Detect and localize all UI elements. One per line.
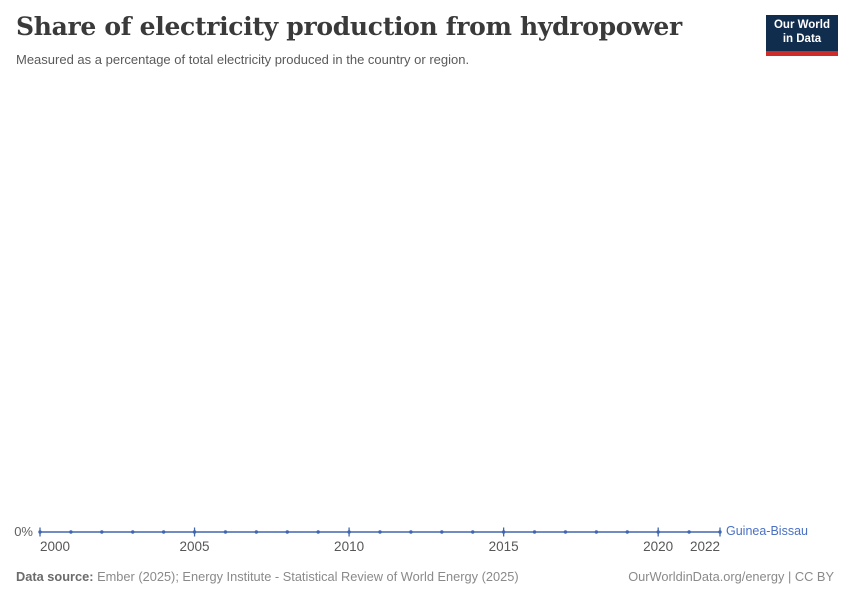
data-point-2020-0pct — [656, 530, 660, 534]
data-point-2003-0pct — [131, 530, 135, 534]
data-source-text: Ember (2025); Energy Institute - Statist… — [93, 569, 519, 584]
data-point-2010-0pct — [347, 530, 351, 534]
data-point-2004-0pct — [161, 530, 166, 534]
chart-subtitle: Measured as a percentage of total electr… — [16, 52, 470, 67]
data-source-label: Data source: — [16, 569, 94, 584]
owid-logo: Our World in Data — [766, 15, 838, 56]
data-point-2011-0pct — [378, 530, 382, 534]
data-point-2008-0pct — [285, 530, 289, 534]
x-tick-label-2010: 2010 — [334, 539, 365, 554]
x-tick-label-2022: 2022 — [689, 539, 720, 554]
data-point-2001-0pct — [69, 530, 73, 534]
owid-logo-box: Our World in Data — [766, 15, 838, 51]
data-point-2017-0pct — [563, 530, 568, 534]
x-tick-label-2005: 2005 — [179, 539, 210, 554]
data-point-2018-0pct — [594, 530, 599, 534]
x-tick-label-2000: 2000 — [40, 539, 71, 554]
data-source-note: Data source: Ember (2025); Energy Instit… — [16, 569, 519, 584]
data-point-2016-0pct — [532, 530, 537, 534]
y-axis-zero-label: 0% — [14, 524, 33, 539]
data-point-2021-0pct — [687, 530, 691, 534]
chart-title: Share of electricity production from hyd… — [16, 12, 682, 41]
data-point-2019-0pct — [625, 530, 629, 534]
data-point-2007-0pct — [254, 530, 259, 534]
x-tick-label-2020: 2020 — [643, 539, 674, 554]
data-point-2022-0pct — [718, 530, 722, 534]
data-point-2009-0pct — [316, 530, 320, 534]
owid-logo-line2: in Data — [782, 33, 822, 45]
data-point-2013-0pct — [440, 530, 444, 534]
license-note: OurWorldinData.org/energy | CC BY — [628, 569, 834, 584]
entity-label: Guinea-Bissau — [726, 524, 808, 538]
x-tick-label-2015: 2015 — [488, 539, 519, 554]
owid-logo-line1: Our World — [773, 19, 830, 31]
owid-logo-red-bar — [766, 51, 838, 56]
data-point-2000-0pct — [38, 530, 42, 534]
chart-footer: Data source: Ember (2025); Energy Instit… — [16, 569, 834, 584]
data-point-2014-0pct — [471, 530, 475, 534]
data-point-2012-0pct — [409, 530, 413, 534]
data-point-2015-0pct — [501, 530, 506, 534]
data-point-2005-0pct — [192, 530, 197, 534]
data-point-2006-0pct — [223, 530, 228, 534]
data-point-2002-0pct — [100, 530, 104, 534]
